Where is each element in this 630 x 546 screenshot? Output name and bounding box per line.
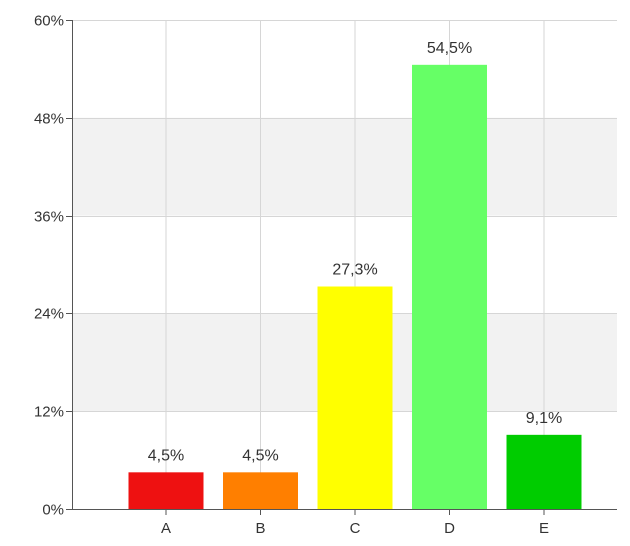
axes bbox=[66, 20, 617, 515]
y-tick-label: 24% bbox=[34, 306, 64, 323]
value-label: 4,5% bbox=[242, 447, 278, 464]
y-tick-labels: 0% 12% 24% 36% 48% 60% bbox=[34, 13, 64, 519]
value-labels: 4,5% 4,5% 27,3% 54,5% 9,1% bbox=[148, 40, 562, 465]
x-tick-label: B bbox=[255, 520, 265, 537]
bars bbox=[128, 64, 582, 509]
background-band bbox=[72, 117, 617, 216]
bar-e bbox=[506, 434, 582, 509]
value-label: 54,5% bbox=[427, 40, 472, 57]
y-tick-label: 12% bbox=[34, 404, 64, 421]
y-tick-label: 48% bbox=[34, 111, 64, 128]
value-label: 27,3% bbox=[332, 262, 377, 279]
bar-b bbox=[223, 472, 298, 509]
y-tick-label: 0% bbox=[42, 502, 64, 519]
bar-d bbox=[412, 64, 487, 509]
x-tick-label: E bbox=[539, 520, 549, 537]
bar-a bbox=[128, 472, 204, 509]
y-tick-label: 60% bbox=[34, 13, 64, 30]
x-tick-label: A bbox=[161, 520, 171, 537]
bar-c bbox=[317, 286, 393, 509]
value-label: 4,5% bbox=[148, 447, 184, 464]
x-tick-labels: A B C D E bbox=[161, 520, 549, 537]
value-label: 9,1% bbox=[526, 410, 562, 427]
y-tick-label: 36% bbox=[34, 209, 64, 226]
x-tick-label: C bbox=[350, 520, 361, 537]
x-tick-label: D bbox=[444, 520, 455, 537]
